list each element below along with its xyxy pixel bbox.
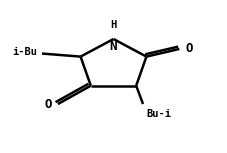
Text: H: H (110, 20, 117, 30)
Text: O: O (45, 98, 52, 111)
Text: i-Bu: i-Bu (12, 47, 37, 57)
Text: N: N (110, 40, 117, 53)
Text: Bu-i: Bu-i (146, 109, 171, 119)
Text: O: O (185, 42, 192, 55)
